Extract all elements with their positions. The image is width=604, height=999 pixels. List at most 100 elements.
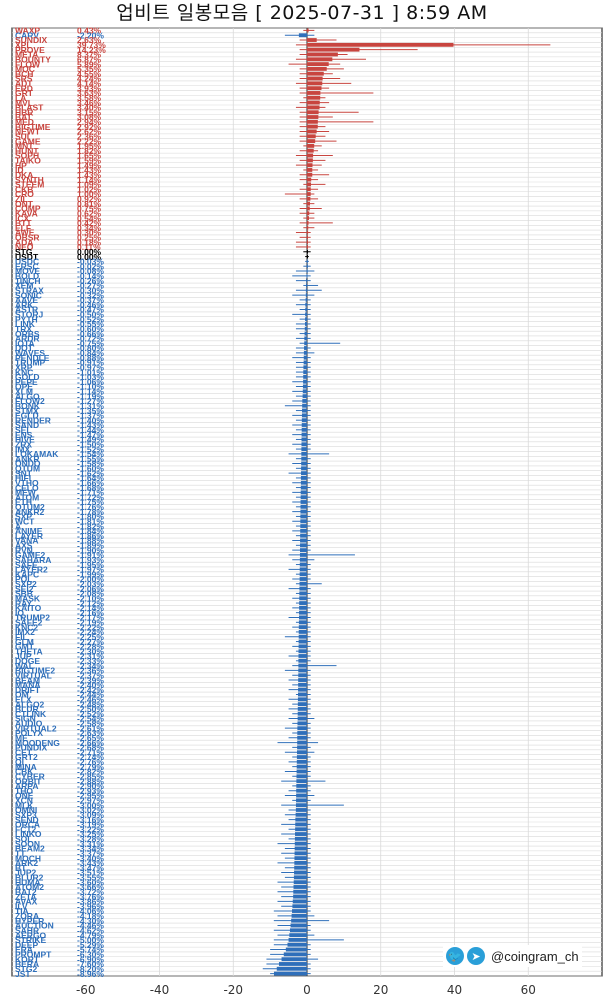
- pct-label: -5.74%: [77, 945, 104, 955]
- change-bar: [283, 952, 307, 957]
- coin-label: HIVE: [15, 435, 35, 445]
- pct-label: 14.23%: [77, 45, 106, 55]
- pct-label: -2.58%: [77, 719, 104, 729]
- change-bar: [299, 548, 307, 553]
- telegram-icon[interactable]: ➤: [467, 947, 485, 965]
- coin-label: ID: [15, 165, 24, 175]
- pct-label: -2.00%: [77, 574, 104, 584]
- pct-label: -2.88%: [77, 776, 104, 786]
- pct-label: 1.95%: [77, 141, 102, 151]
- coin-label: BIGTIME2: [15, 666, 55, 676]
- pct-label: -1.50%: [77, 439, 104, 449]
- change-bar: [307, 153, 314, 158]
- coin-label: SXP3: [15, 810, 37, 820]
- pct-label: -3.86%: [77, 897, 104, 907]
- pct-label: -1.76%: [77, 502, 104, 512]
- change-bar: [307, 71, 324, 76]
- coin-label: HP: [15, 160, 27, 170]
- pct-label: -1.43%: [77, 420, 104, 430]
- pct-label: -3.37%: [77, 848, 104, 858]
- pct-label: -1.06%: [77, 377, 104, 387]
- coin-label: ERSC: [15, 261, 39, 271]
- pct-label: -2.31%: [77, 651, 104, 661]
- change-bar: [306, 259, 308, 264]
- change-bar: [304, 331, 307, 336]
- coin-label: IQ: [15, 608, 24, 618]
- coin-label: MOODENG: [15, 738, 60, 748]
- change-bar: [305, 317, 307, 322]
- change-bar: [307, 38, 317, 42]
- pct-label: 2.94%: [77, 117, 102, 127]
- change-bar: [298, 615, 307, 620]
- coin-label: VIRTUAL2: [15, 723, 57, 733]
- change-bar: [305, 307, 307, 312]
- coin-label: SOON: [15, 839, 40, 849]
- pct-label: -3.25%: [77, 829, 104, 839]
- change-bar: [297, 721, 307, 726]
- pct-label: 3.40%: [77, 103, 102, 113]
- change-bar: [300, 543, 307, 548]
- coin-label: SRS: [15, 74, 33, 84]
- change-bar: [287, 942, 307, 947]
- change-bar: [304, 322, 307, 326]
- change-bar: [307, 76, 323, 81]
- coin-label: MASK: [15, 593, 41, 603]
- coin-label: MOVE: [15, 266, 40, 276]
- pct-label: -0.88%: [77, 353, 104, 363]
- coin-label: STORJ: [15, 310, 43, 320]
- change-bar: [305, 312, 307, 317]
- change-bar: [290, 923, 307, 928]
- change-bar: [307, 172, 313, 177]
- pct-label: -1.58%: [77, 459, 104, 469]
- twitter-icon[interactable]: 🐦: [446, 947, 464, 965]
- pct-label: -1.82%: [77, 521, 104, 531]
- coin-label: BT: [15, 863, 27, 873]
- change-bar: [294, 870, 307, 875]
- coin-label: GOLD: [15, 372, 40, 382]
- pct-label: -0.27%: [77, 281, 104, 291]
- coin-label: MED: [15, 117, 34, 127]
- pct-label: 1.43%: [77, 170, 102, 180]
- change-bar: [304, 326, 307, 331]
- coin-label: FLOW2: [15, 396, 45, 406]
- change-bar: [298, 654, 307, 658]
- change-bar: [294, 856, 307, 861]
- coin-label: VIRTUAL: [15, 670, 52, 680]
- pct-label: -0.30%: [77, 285, 104, 295]
- change-bar: [300, 514, 307, 519]
- coin-label: KAPC: [15, 569, 39, 579]
- pct-label: -2.16%: [77, 608, 104, 618]
- change-bar: [300, 528, 307, 533]
- pct-label: -2.44%: [77, 690, 104, 700]
- pct-label: -0.91%: [77, 358, 104, 368]
- coin-label: GMT: [15, 642, 35, 652]
- coin-label: ARK: [15, 300, 34, 310]
- change-bar: [300, 533, 307, 538]
- change-bar: [291, 913, 307, 918]
- coin-label: ANKR: [15, 454, 40, 464]
- change-bar: [301, 471, 307, 476]
- coin-label: A: [15, 521, 21, 531]
- coin-label: FLOW: [15, 59, 41, 69]
- pct-label: -1.03%: [77, 372, 104, 382]
- pct-label: 0.25%: [77, 233, 102, 243]
- change-bar: [300, 519, 307, 524]
- change-bar: [295, 832, 307, 836]
- pct-label: 0.92%: [77, 194, 102, 204]
- change-bar: [307, 129, 317, 134]
- change-bar: [299, 591, 307, 596]
- change-bar: [298, 33, 307, 38]
- coin-label: TAIKO: [15, 156, 41, 166]
- change-bar: [296, 793, 307, 798]
- coin-label: STMX: [15, 406, 39, 416]
- pct-label: -0.84%: [77, 348, 104, 358]
- pct-label: -2.79%: [77, 762, 104, 772]
- change-bar: [307, 134, 316, 139]
- coin-label: XEM: [15, 281, 33, 291]
- coin-label: BLAST: [15, 103, 44, 113]
- coin-label: TIA: [15, 906, 29, 916]
- pct-label: -1.91%: [77, 550, 104, 560]
- coin-label: TRUMP2: [15, 613, 50, 623]
- coin-label: SAND: [15, 420, 39, 430]
